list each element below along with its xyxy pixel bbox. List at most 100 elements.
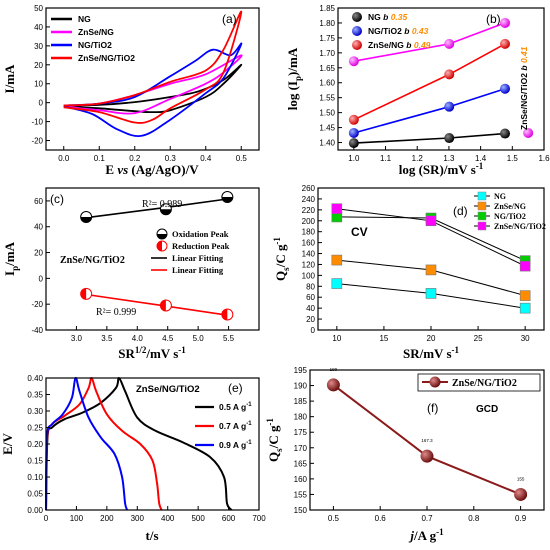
panel-f-y-tick-label-7: 185	[294, 397, 308, 406]
legend-label-d-ng-tio2: NG/TiO2	[494, 212, 526, 221]
panel-f-y-tick-label-1: 155	[294, 490, 308, 499]
panel-f-x-tick-label-4: 0.9	[515, 514, 527, 523]
panel-c-y-tick-label-4: 40	[34, 223, 43, 232]
panel-c-y-axis-title: Ip/mA	[2, 241, 20, 276]
panel-b-point-1-1	[444, 101, 455, 112]
panel-b-point-0-0	[348, 138, 359, 149]
panel-e-gcd-curves: 0 100 200 300 400 500 600 700 0.00 0.05 0.10 0.15 0.…	[0, 374, 266, 543]
panel-d-y-tick-label-11: 220	[302, 206, 316, 215]
panel-b-fit-line-2	[353, 43, 506, 121]
legend-entry-b-znse-ng: ZnSe/NG b 0.49	[352, 40, 431, 50]
panel-a-x-tick-label-5: 0.5	[236, 154, 248, 163]
panel-f-x-tick-label-3: 0.8	[468, 514, 480, 523]
panel-b-x-tick-label-0: 1.0	[348, 154, 360, 163]
panel-e-y-axis-title: E/V	[0, 433, 15, 455]
panel-d-point-0-2	[519, 302, 531, 314]
legend-entry-reduction-peak: Reduction Peak	[156, 240, 230, 252]
panel-f-x-axis-title: j/A g-1	[408, 527, 444, 543]
panel-e-y-tick-label-3: 0.15	[27, 457, 43, 466]
panel-a-x-axis-title: E vs (Ag/AgO)/V	[105, 162, 199, 177]
panel-a-series-layer	[63, 10, 243, 138]
panel-d-y-tick-label-6: 120	[302, 260, 316, 269]
legend-marker-d-ng	[477, 191, 487, 201]
panel-f-y-tick-label-0: 150	[294, 506, 308, 515]
panel-f-y-tick-label-5: 175	[294, 428, 308, 437]
panel-b-plot-frame	[337, 7, 545, 151]
panel-e-y-tick-label-8: 0.40	[27, 374, 43, 383]
panel-b-x-tick-label-5: 1.5	[507, 154, 519, 163]
panel-d-y-tick-label-12: 240	[302, 195, 316, 204]
legend-entry-d-ng-tio2: NG/TiO2	[474, 211, 526, 221]
panel-b-point-2-1	[444, 69, 455, 80]
panel-e-gcd-curve-0	[45, 377, 233, 511]
legend-marker-b-znse-ng	[352, 40, 362, 50]
panel-f-x-tick-label-2: 0.7	[421, 514, 433, 523]
legend-label-reduction-peak: Reduction Peak	[172, 241, 230, 251]
panel-c-r2-reduction: R²= 0.999	[96, 307, 136, 318]
panel-a-x-tick-label-1: 0.1	[94, 154, 106, 163]
panel-b-y-axis-title: log (Ip)/mA	[285, 47, 303, 110]
panel-e-y-tick-label-0: 0.00	[27, 506, 43, 515]
panel-e-x-axis-title: t/s	[146, 528, 159, 543]
panel-e-x-tick-label-7: 700	[252, 514, 266, 523]
panel-e-y-tick-label-1: 0.05	[27, 490, 43, 499]
panel-f-y-tick-label-8: 190	[294, 382, 308, 391]
panel-c-point-fill-1-0	[80, 288, 87, 300]
panel-d-y-tick-label-0: 0	[311, 326, 316, 335]
panel-e-y-tick-label-7: 0.35	[27, 391, 43, 400]
panel-f-point-0	[326, 378, 340, 392]
panel-b-x-tick-label-6: 1.6	[538, 154, 550, 163]
legend-marker-d-znse-ng-tio2	[477, 221, 487, 231]
legend-label-linear-fit-black: Linear Fitting	[172, 253, 224, 263]
legend-label-e-09: 0.9 A g-1	[219, 440, 252, 450]
legend-label-ng: NG	[78, 14, 91, 24]
legend-label-f: ZnSe/NG/TiO2	[452, 378, 517, 389]
panel-f-y-tick-label-4: 170	[294, 444, 308, 453]
legend-entry-ng: NG	[51, 14, 91, 24]
panel-d-y-tick-label-2: 40	[306, 304, 315, 313]
legend-marker-oxidation-fill	[157, 234, 167, 239]
legend-marker-d-ng-tio2	[477, 211, 487, 221]
panel-e-gcd-curve-1	[45, 376, 163, 511]
panel-c-point-fill-1-1	[160, 299, 166, 311]
panel-a-legend: NG ZnSe/NG NG/TiO2 ZnSe/NG/TiO2	[51, 14, 135, 63]
panel-b-axes-layer: 1.0 1.1 1.2 1.3 1.4 1.5 1.6 1.40 1.45 1.50 1.55 1.6…	[319, 4, 550, 163]
panel-f-legend: ZnSe/NG/TiO2	[417, 373, 541, 392]
panel-c-x-axis-title: SR1/2/mV s-1	[118, 345, 186, 361]
panel-b-isolated-point	[523, 127, 534, 138]
panel-c-y-tick-label-3: 20	[34, 249, 43, 258]
panel-c-x-tick-label-5: 5.5	[223, 334, 235, 343]
panel-b-y-tick-label-1: 1.45	[319, 124, 335, 133]
panel-f-legend-box	[417, 373, 541, 392]
panel-d-y-tick-label-10: 200	[302, 217, 316, 226]
legend-label-oxidation-peak: Oxidation Peak	[172, 229, 229, 239]
panel-a-y-tick-label-7: 50	[34, 4, 43, 13]
panel-d-point-0-1	[425, 288, 437, 299]
panel-b-point-1-0	[348, 127, 359, 138]
panel-d-series-layer	[331, 203, 531, 314]
legend-label-e-07: 0.7 A g-1	[219, 421, 252, 431]
legend-label-ng-tio2: NG/TiO2	[78, 40, 112, 50]
panel-b-x-axis-title: log (SR)/mV s-1	[399, 161, 484, 177]
panel-f-point-1	[420, 449, 434, 463]
legend-label-b-ng: NG b 0.35	[368, 12, 408, 22]
panel-d-point-0-0	[331, 278, 343, 289]
panel-e-x-tick-label-2: 200	[100, 514, 114, 523]
panel-a-y-tick-label-3: 10	[34, 80, 43, 89]
legend-label-d-znse-ng-tio2: ZnSe/NG/TiO2	[494, 222, 546, 231]
panel-b-point-3-1	[444, 38, 455, 49]
panel-c-point-fill-0-1	[160, 209, 172, 215]
panel-b-fit-line-1	[353, 87, 506, 134]
panel-f-data-label-1: 167.3	[421, 438, 433, 443]
legend-entry-znse-ng-tio2: ZnSe/NG/TiO2	[51, 53, 135, 63]
panel-d-point-3-2	[519, 260, 531, 272]
panel-c-plot-frame	[45, 187, 260, 331]
legend-entry-e-07: 0.7 A g-1	[195, 421, 252, 431]
panel-c-y-tick-label-5: 60	[34, 197, 43, 206]
panel-f-y-axis-title: Qs/C g-1	[265, 418, 284, 462]
panel-e-x-tick-label-1: 100	[70, 514, 84, 523]
panel-c-x-tick-label-1: 3.5	[101, 334, 113, 343]
